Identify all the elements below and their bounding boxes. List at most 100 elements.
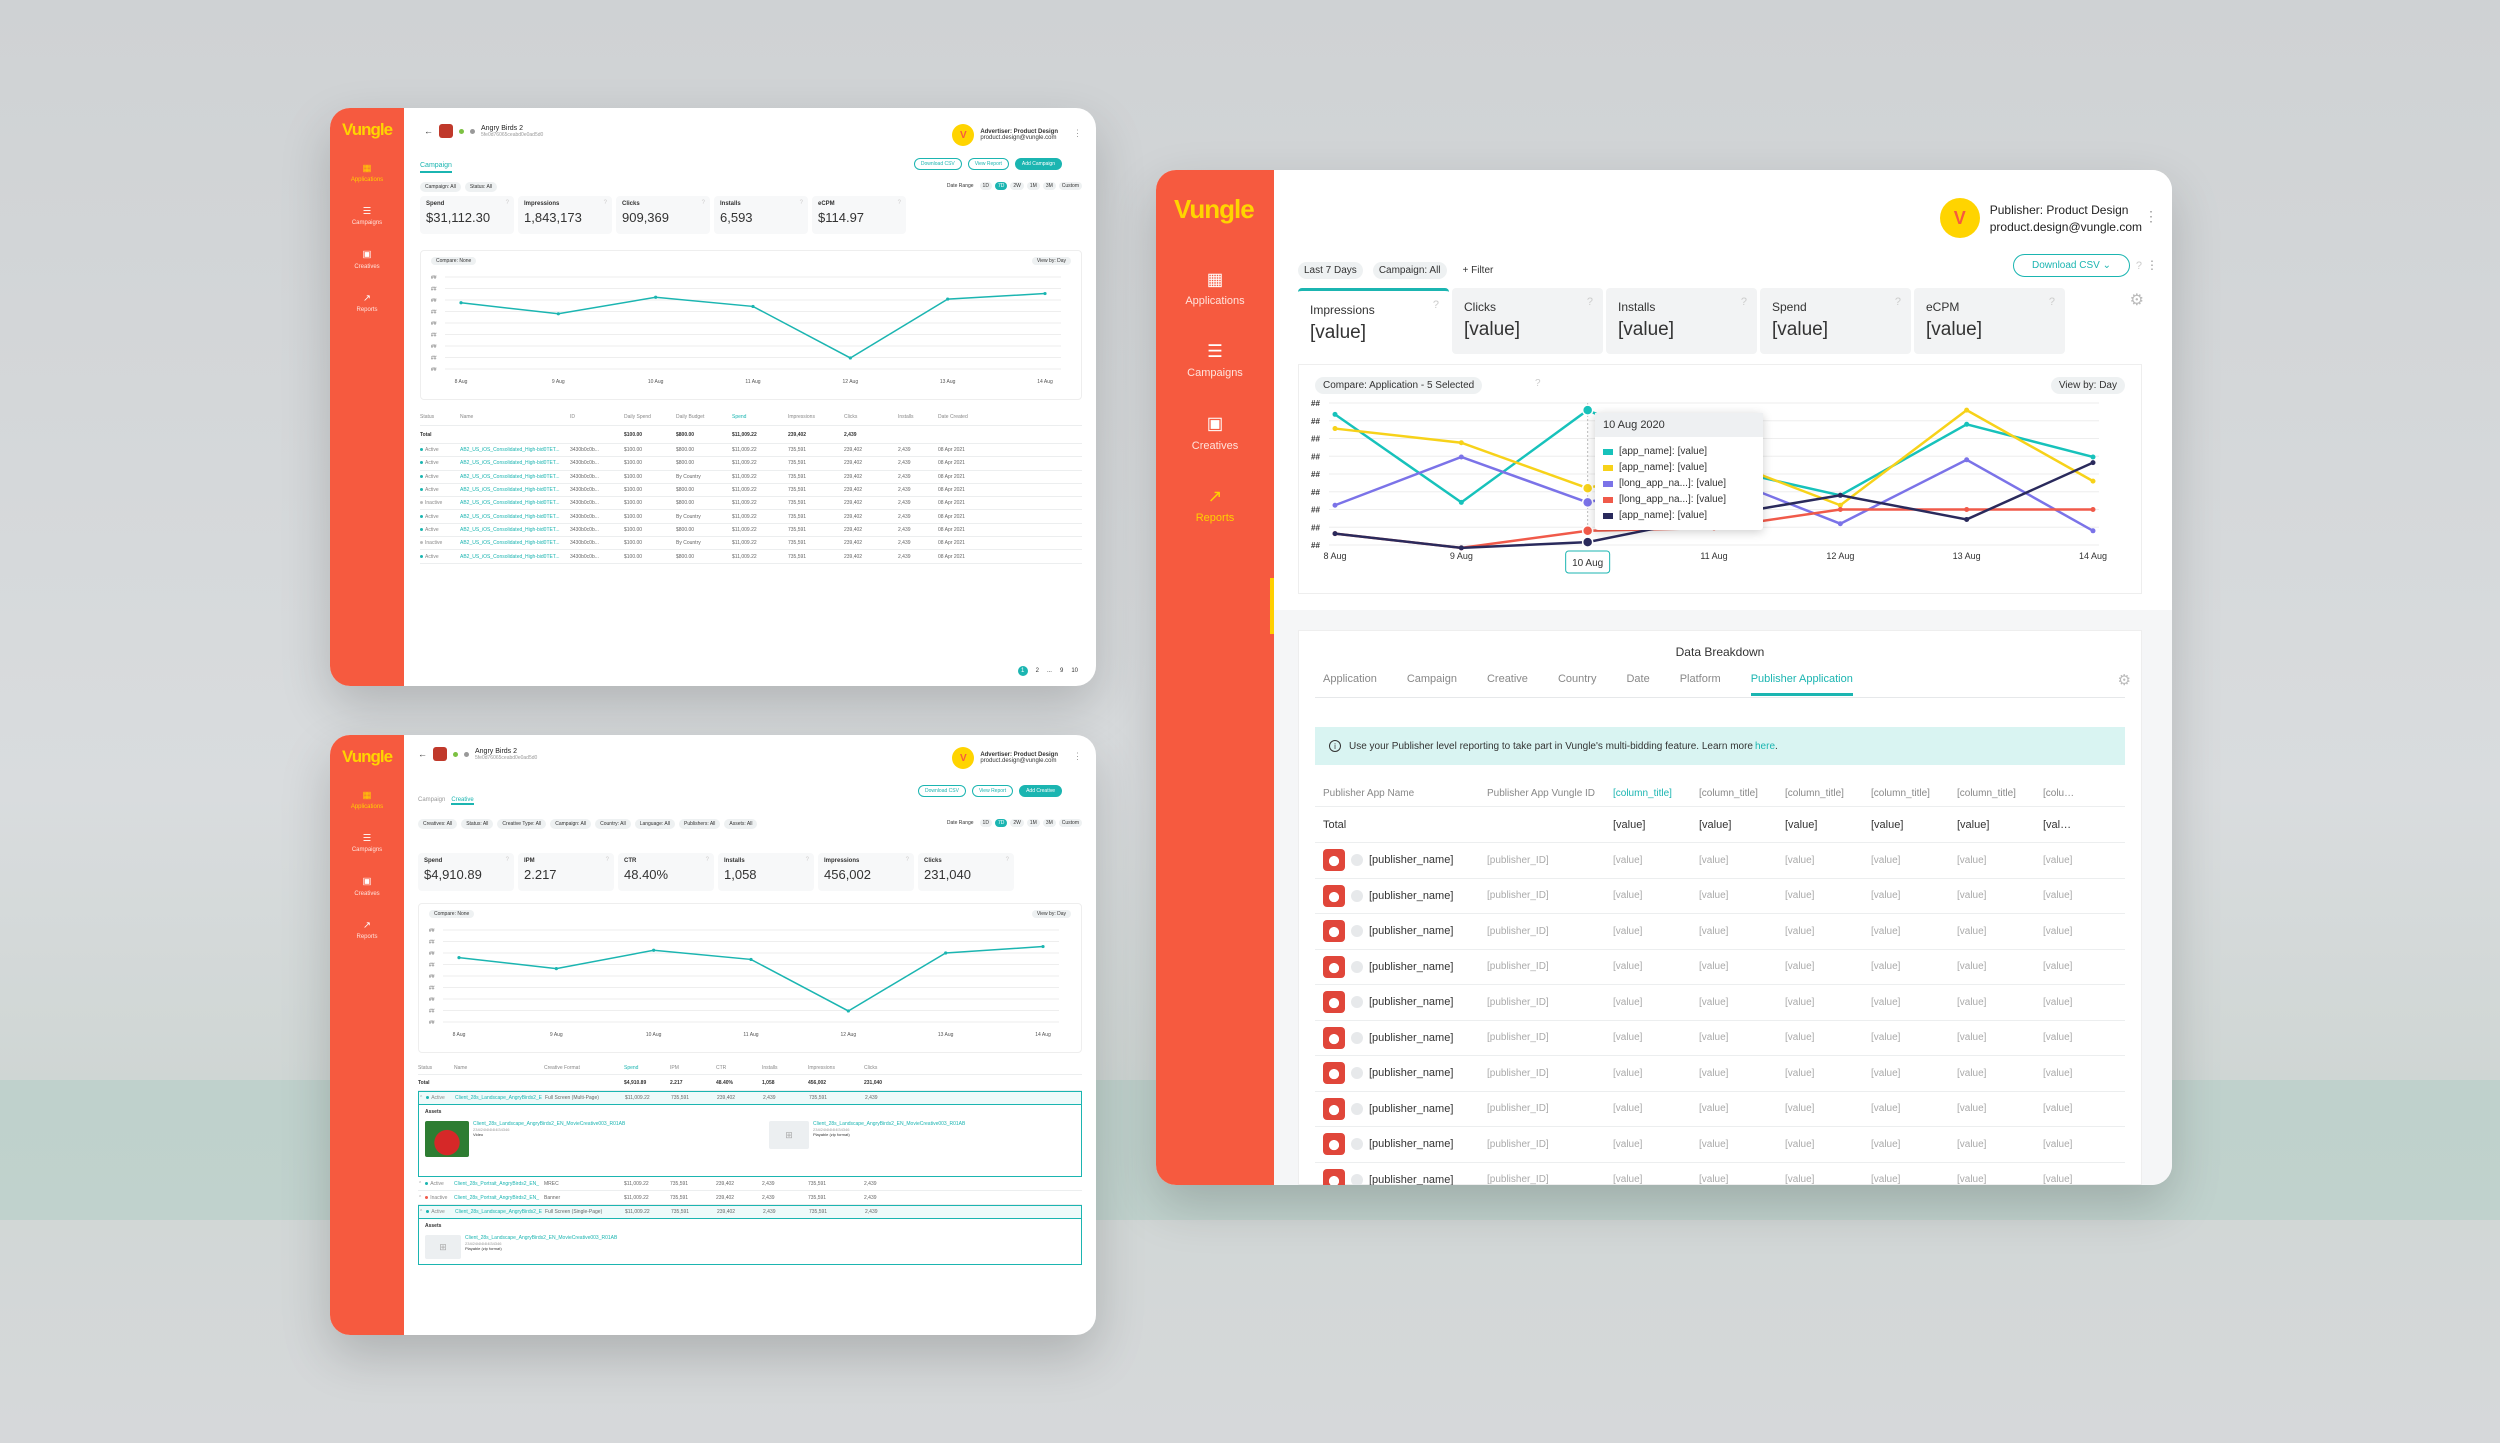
table-row[interactable]: Active AB2_US_iOS_Consolidated_High-bid0T… [420,484,1082,498]
kpi-card[interactable]: Installs 6,593? [714,196,808,234]
kpi-card[interactable]: Installs 1,058? [718,853,814,891]
kpi-card[interactable]: Clicks 231,040? [918,853,1014,891]
table-cell[interactable]: AB2_US_iOS_Consolidated_High-bid0TET... [460,514,570,520]
column-header[interactable]: Impressions [788,413,815,420]
add-campaign-button[interactable]: Add Campaign [1014,158,1062,170]
table-row[interactable]: [publisher_name] [publisher_ID] [value] [va… [1315,1021,2125,1056]
download-csv-button[interactable]: Download CSV [913,158,962,170]
date-option[interactable]: Custom [1058,182,1082,190]
nav-reports[interactable]: ↗ Reports [1156,487,1274,524]
date-option[interactable]: 1M [1026,819,1040,827]
page-number[interactable]: 9 [1059,668,1064,674]
table-cell[interactable]: AB2_US_iOS_Consolidated_High-bid0TET... [460,500,570,506]
date-option[interactable]: 1D [979,819,992,827]
table-cell[interactable]: Client_28s_Portrait_AngryBirds2_EN_ [454,1195,544,1201]
table-cell[interactable]: AB2_US_iOS_Consolidated_High-bid0TET... [460,474,570,480]
table-row[interactable]: ⌃ Active Client_28s_Portrait_AngryBirds2_E… [418,1177,1082,1191]
page-number[interactable]: 10 [1071,668,1078,674]
filter-chip[interactable]: Campaign: All [550,819,592,829]
kpi-card[interactable]: Clicks 909,369? [616,196,710,234]
filter-chip[interactable]: Last 7 Days [1298,262,1363,279]
publisher-cell[interactable]: [publisher_name] [1315,1097,1479,1120]
compare-dropdown[interactable]: Compare: None [429,910,475,918]
table-row[interactable]: ⌃ Active Client_28s_Landscape_AngryBirds2_… [418,1091,1082,1105]
table-cell[interactable]: AB2_US_iOS_Consolidated_High-bid0TET... [460,447,570,453]
publisher-cell[interactable]: [publisher_name] [1315,1168,1479,1185]
table-cell[interactable]: AB2_US_iOS_Consolidated_High-bid0TET... [460,487,570,493]
chevron-icon[interactable]: ⌃ [419,1209,424,1215]
table-row[interactable]: [publisher_name] [publisher_ID] [value] [va… [1315,1127,2125,1163]
more-icon[interactable]: ⋮ [1073,128,1082,138]
view-report-button[interactable]: View Report [971,785,1014,797]
date-option[interactable]: 1M [1026,182,1040,190]
compare-dropdown[interactable]: Compare: None [431,257,477,265]
date-option[interactable]: 2W [1010,182,1024,190]
column-header[interactable]: Name [460,413,474,420]
publisher-cell[interactable]: [publisher_name] [1315,1062,1479,1085]
breakdown-tab[interactable]: Publisher Application [1750,673,1853,696]
filter-chip[interactable]: Status: All [464,182,498,192]
nav-campaigns[interactable]: ☰ Campaigns [1156,343,1274,380]
filter-chip[interactable]: Status: All [461,819,494,829]
date-option[interactable]: 3M [1042,819,1056,827]
breakdown-tab[interactable]: Creative [1486,673,1528,685]
add-creative-button[interactable]: Add Creative [1019,785,1062,797]
settings-gear-icon[interactable]: ⚙ [2117,672,2131,689]
column-header[interactable]: Clicks [864,1064,878,1071]
date-option[interactable]: 1D [979,182,992,190]
breakdown-tab[interactable]: Application [1323,673,1377,685]
table-row[interactable]: Active AB2_US_iOS_Consolidated_High-bid0T… [420,524,1082,538]
nav-reports[interactable]: ↗ Reports [330,920,404,939]
kpi-card[interactable]: CTR 48.40%? [618,853,714,891]
filter-chip[interactable]: Assets: All [724,819,758,829]
table-row[interactable]: ⌃ Inactive Client_28s_Portrait_AngryBirds2… [418,1191,1082,1205]
column-header[interactable]: [column_title] [1613,788,1672,799]
page-number[interactable]: 1 [1017,666,1028,676]
nav-creatives[interactable]: ▣ Creatives [330,877,404,896]
avatar[interactable]: V [952,124,975,146]
table-cell[interactable]: AB2_US_iOS_Consolidated_High-bid0TET... [460,460,570,466]
table-row[interactable]: [publisher_name] [publisher_ID] [value] [va… [1315,1056,2125,1092]
column-header[interactable]: CTR [716,1064,727,1071]
nav-campaigns[interactable]: ☰ Campaigns [330,834,404,853]
table-row[interactable]: Active AB2_US_iOS_Consolidated_High-bid0T… [420,444,1082,458]
column-header[interactable]: Spend [732,413,747,420]
page-number[interactable]: 2 [1035,668,1039,674]
column-header[interactable]: Creative Format [544,1064,580,1071]
tab-creative[interactable]: Creative [451,797,474,805]
table-row[interactable]: Active AB2_US_iOS_Consolidated_High-bid0T… [420,457,1082,471]
breakdown-tab[interactable]: Campaign [1406,673,1457,685]
breakdown-tab[interactable]: Platform [1679,673,1721,685]
column-header[interactable]: ID [570,413,575,420]
asset-playable[interactable]: ⊞ Client_28s_Landscape_AngryBirds2_EN_Mov… [425,1235,617,1259]
back-arrow-icon[interactable]: ← [418,749,427,759]
date-option[interactable]: Custom [1058,819,1082,827]
breakdown-tab[interactable]: Country [1557,673,1597,685]
breakdown-tab[interactable]: Date [1626,673,1650,685]
column-header[interactable]: Publisher App Vungle ID [1487,788,1596,799]
date-option[interactable]: 3M [1042,182,1056,190]
back-arrow-icon[interactable]: ← [424,126,433,136]
asset-playable[interactable]: ⊞ Client_28s_Landscape_AngryBirds2_EN_Mov… [769,1121,965,1149]
column-header[interactable]: Name [454,1064,468,1071]
kpi-card[interactable]: Impressions [value]? [1298,288,1449,354]
kpi-card[interactable]: Installs [value]? [1606,288,1757,354]
publisher-cell[interactable]: [publisher_name] [1315,884,1479,907]
view-by-dropdown[interactable]: View by: Day [1031,257,1071,265]
info-link[interactable]: here [1754,740,1775,752]
table-cell[interactable]: AB2_US_iOS_Consolidated_High-bid0TET... [460,554,570,560]
date-option[interactable]: 2W [1010,819,1024,827]
help-icon[interactable]: ? [2135,260,2142,272]
column-header[interactable]: [column_title] [1871,788,1930,799]
filter-chip[interactable]: Campaign: All [420,182,461,192]
nav-reports[interactable]: ↗ Reports [330,293,404,312]
column-header[interactable]: Installs [898,413,914,420]
page-number[interactable]: ... [1046,668,1052,674]
nav-creatives[interactable]: ▣ Creatives [1156,415,1274,452]
table-row[interactable]: [publisher_name] [publisher_ID] [value] [va… [1315,914,2125,950]
kpi-card[interactable]: Spend $31,112.30? [420,196,514,234]
chevron-icon[interactable]: ⌃ [418,1194,423,1201]
more-icon[interactable]: ⋮ [2144,208,2158,224]
asset-name[interactable]: Client_28s_Landscape_AngryBirds2_EN_Movi… [473,1121,626,1127]
column-header[interactable]: [column_title] [1957,788,2016,799]
